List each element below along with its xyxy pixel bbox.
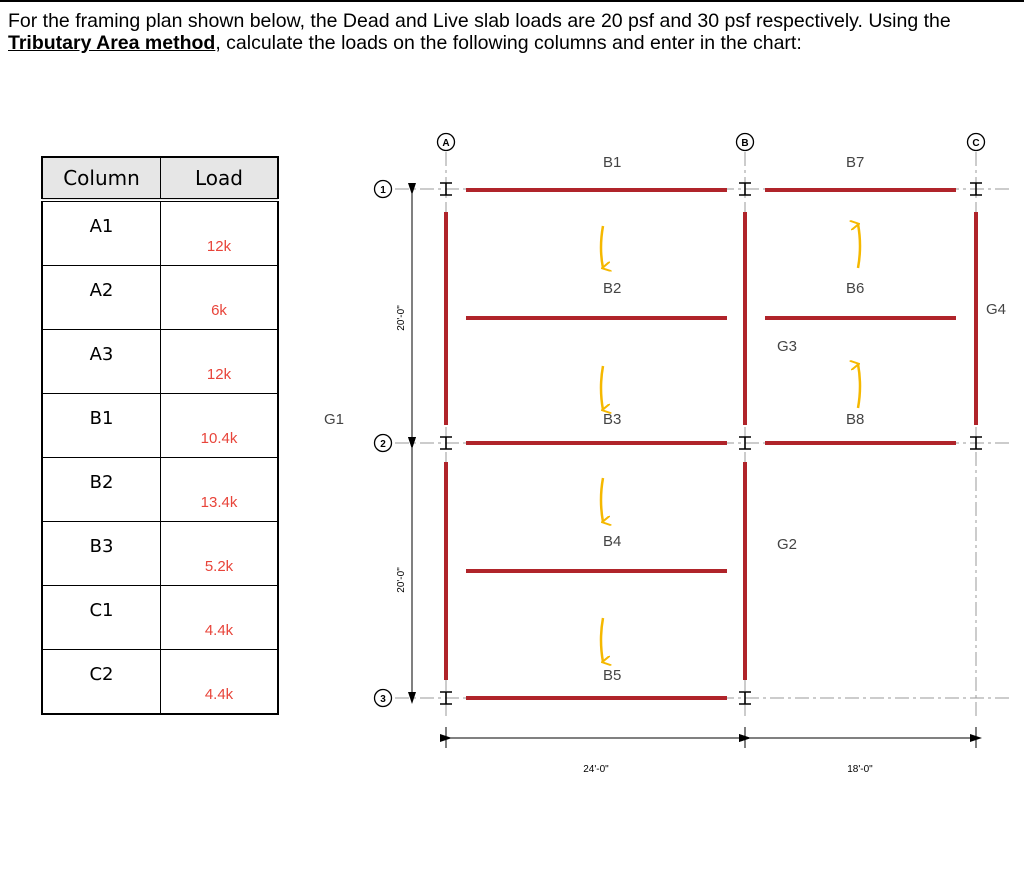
arrow-down-icon [599,365,603,410]
table-row: A3 12k [41,329,279,394]
label-g2: G2 [777,536,797,553]
grid-lines [395,152,1010,720]
arrow-down-icon [599,477,603,522]
arrow-down-icon [599,617,603,662]
label-b5: B5 [603,667,621,684]
table-row: C2 4.4k [41,649,279,715]
grid-label-b: B [741,138,748,149]
grid-label-a: A [442,138,449,149]
dim-label-1-2: 20'-0" [396,305,407,331]
column-a3 [440,691,452,705]
table-header-row: Column Load [41,156,279,201]
column-b1 [739,182,751,196]
arrow-up-icon [858,364,862,409]
table-row: B2 13.4k [41,457,279,522]
load-arrows [599,224,862,662]
row-column-c1: C1 [41,585,161,650]
row-load-a1[interactable]: 12k [160,198,279,266]
row-load-a3[interactable]: 12k [160,329,279,394]
label-b6: B6 [846,280,864,297]
column-b3 [739,691,751,705]
header-load: Load [160,156,279,201]
columns [440,182,982,705]
grid-bubble-b: B [735,132,755,152]
grid-bubble-2: 2 [373,433,393,453]
row-column-b2: B2 [41,457,161,522]
grid-bubble-a: A [436,132,456,152]
label-b3: B3 [603,411,621,428]
row-load-b2[interactable]: 13.4k [160,457,279,522]
grid-label-3: 3 [380,694,386,705]
label-g3: G3 [777,338,797,355]
label-g1: G1 [324,411,344,428]
dim-label-b-c: 18'-0" [847,764,873,775]
table-row: A1 12k [41,198,279,266]
label-b8: B8 [846,411,864,428]
dim-label-a-b: 24'-0" [583,764,609,775]
problem-text-part2: , calculate the loads on the following c… [215,32,802,54]
member-labels: B1 B2 B3 B4 B5 B6 B7 B8 G1 G2 G3 G4 [324,154,1006,684]
girders [444,212,978,680]
problem-method-emphasis: Tributary Area method [8,32,216,54]
grid-label-1: 1 [380,185,386,196]
arrow-down-icon [599,225,603,268]
problem-statement: For the framing plan shown below, the De… [8,10,1018,54]
row-column-a2: A2 [41,265,161,330]
header-column: Column [41,156,161,201]
table-row: C1 4.4k [41,585,279,650]
label-g4: G4 [986,301,1006,318]
grid-label-c: C [972,138,979,149]
table-row: B3 5.2k [41,521,279,586]
arrow-up-icon [858,224,862,269]
dim-label-2-3: 20'-0" [396,567,407,593]
row-column-a1: A1 [41,198,161,266]
row-load-b3[interactable]: 5.2k [160,521,279,586]
label-b7: B7 [846,154,864,171]
label-b1: B1 [603,154,621,171]
horizontal-dimensions [440,727,982,748]
table-row: A2 6k [41,265,279,330]
row-column-b3: B3 [41,521,161,586]
label-b4: B4 [603,533,621,550]
grid-bubble-3: 3 [373,688,393,708]
grid-bubble-1: 1 [373,179,393,199]
row-column-c2: C2 [41,649,161,715]
grid-label-2: 2 [380,439,386,450]
column-load-table: Column Load A1 12k A2 6k A3 12k B1 10.4k B2 1… [41,156,279,715]
problem-text-part1: For the framing plan shown below, the De… [8,10,951,32]
column-a2 [440,436,452,450]
row-load-c2[interactable]: 4.4k [160,649,279,715]
label-b2: B2 [603,280,621,297]
column-b2 [739,436,751,450]
column-a1 [440,182,452,196]
top-border-line [0,0,1024,2]
row-load-a2[interactable]: 6k [160,265,279,330]
grid-bubble-c: C [966,132,986,152]
column-c1 [970,182,982,196]
row-load-c1[interactable]: 4.4k [160,585,279,650]
beams [466,188,956,700]
column-c2 [970,436,982,450]
